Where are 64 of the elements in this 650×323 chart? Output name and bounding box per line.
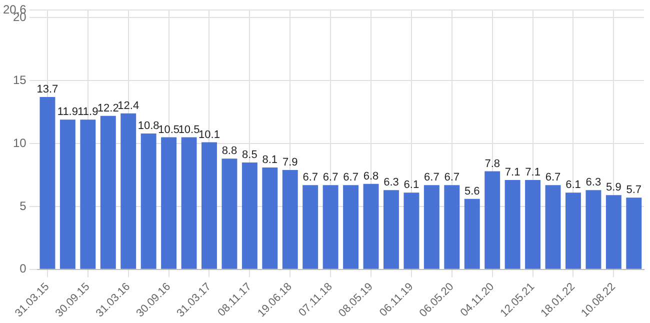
bar: [202, 142, 217, 269]
data-label: 12.2: [97, 102, 119, 114]
data-label: 10.5: [178, 124, 200, 136]
data-label: 8.5: [242, 148, 258, 161]
data-label: 6.8: [363, 170, 379, 182]
data-label: 7.1: [525, 166, 540, 179]
bar: [586, 190, 602, 269]
data-label: 5.6: [464, 185, 480, 198]
data-label: 8.8: [222, 145, 238, 158]
data-label: 6.1: [566, 179, 581, 192]
bar: [363, 184, 379, 269]
bar: [606, 195, 622, 269]
y-tick-label: 15: [12, 72, 27, 87]
bar: [302, 185, 318, 269]
y-tick-label: 0: [20, 262, 27, 276]
bar: [424, 185, 440, 269]
bar: [60, 120, 76, 269]
bar: [383, 190, 399, 269]
bar: [484, 171, 500, 269]
bar: [343, 185, 359, 269]
bar: [120, 113, 136, 269]
data-label: 12.4: [118, 100, 140, 112]
data-label: 11.9: [78, 106, 98, 118]
bar: [140, 134, 156, 269]
data-label: 6.7: [545, 172, 561, 184]
data-label: 7.8: [484, 158, 500, 170]
y-tick-label: 10: [12, 136, 27, 150]
data-label: 7.1: [504, 166, 520, 179]
data-label: 10.1: [198, 128, 220, 141]
data-label: 6.3: [586, 176, 602, 189]
bar: [626, 198, 642, 269]
bar: [545, 185, 561, 269]
bar: [40, 97, 56, 269]
bar: [404, 192, 420, 269]
data-label: 6.7: [343, 172, 358, 184]
bar: [322, 185, 338, 269]
bar: [504, 180, 520, 269]
bar: [565, 192, 581, 269]
bar: [222, 158, 238, 269]
data-label: 5.7: [626, 184, 642, 196]
data-label: 11.9: [57, 106, 78, 118]
data-label: 10.5: [158, 124, 180, 136]
bar: [464, 198, 480, 269]
bar: [181, 137, 197, 269]
data-label: 10.8: [138, 120, 160, 132]
bar: [100, 116, 116, 269]
bar: [80, 120, 96, 269]
data-label: 6.7: [302, 172, 318, 184]
bar: [525, 180, 541, 269]
y-tick-label: 5: [20, 198, 27, 213]
data-label: 8.1: [262, 154, 278, 166]
bar: [262, 167, 278, 269]
data-label: 13.7: [36, 84, 58, 96]
bar: [161, 137, 177, 269]
data-label: 5.9: [606, 182, 622, 194]
data-label: 6.1: [404, 179, 420, 192]
bar: [282, 170, 298, 269]
data-label: 6.7: [322, 172, 338, 184]
bar: [444, 185, 460, 269]
data-label: 6.3: [384, 176, 399, 189]
data-label: 6.7: [444, 172, 460, 184]
bar: [242, 162, 258, 269]
data-label: 6.7: [424, 172, 440, 184]
data-label: 7.9: [282, 156, 298, 169]
